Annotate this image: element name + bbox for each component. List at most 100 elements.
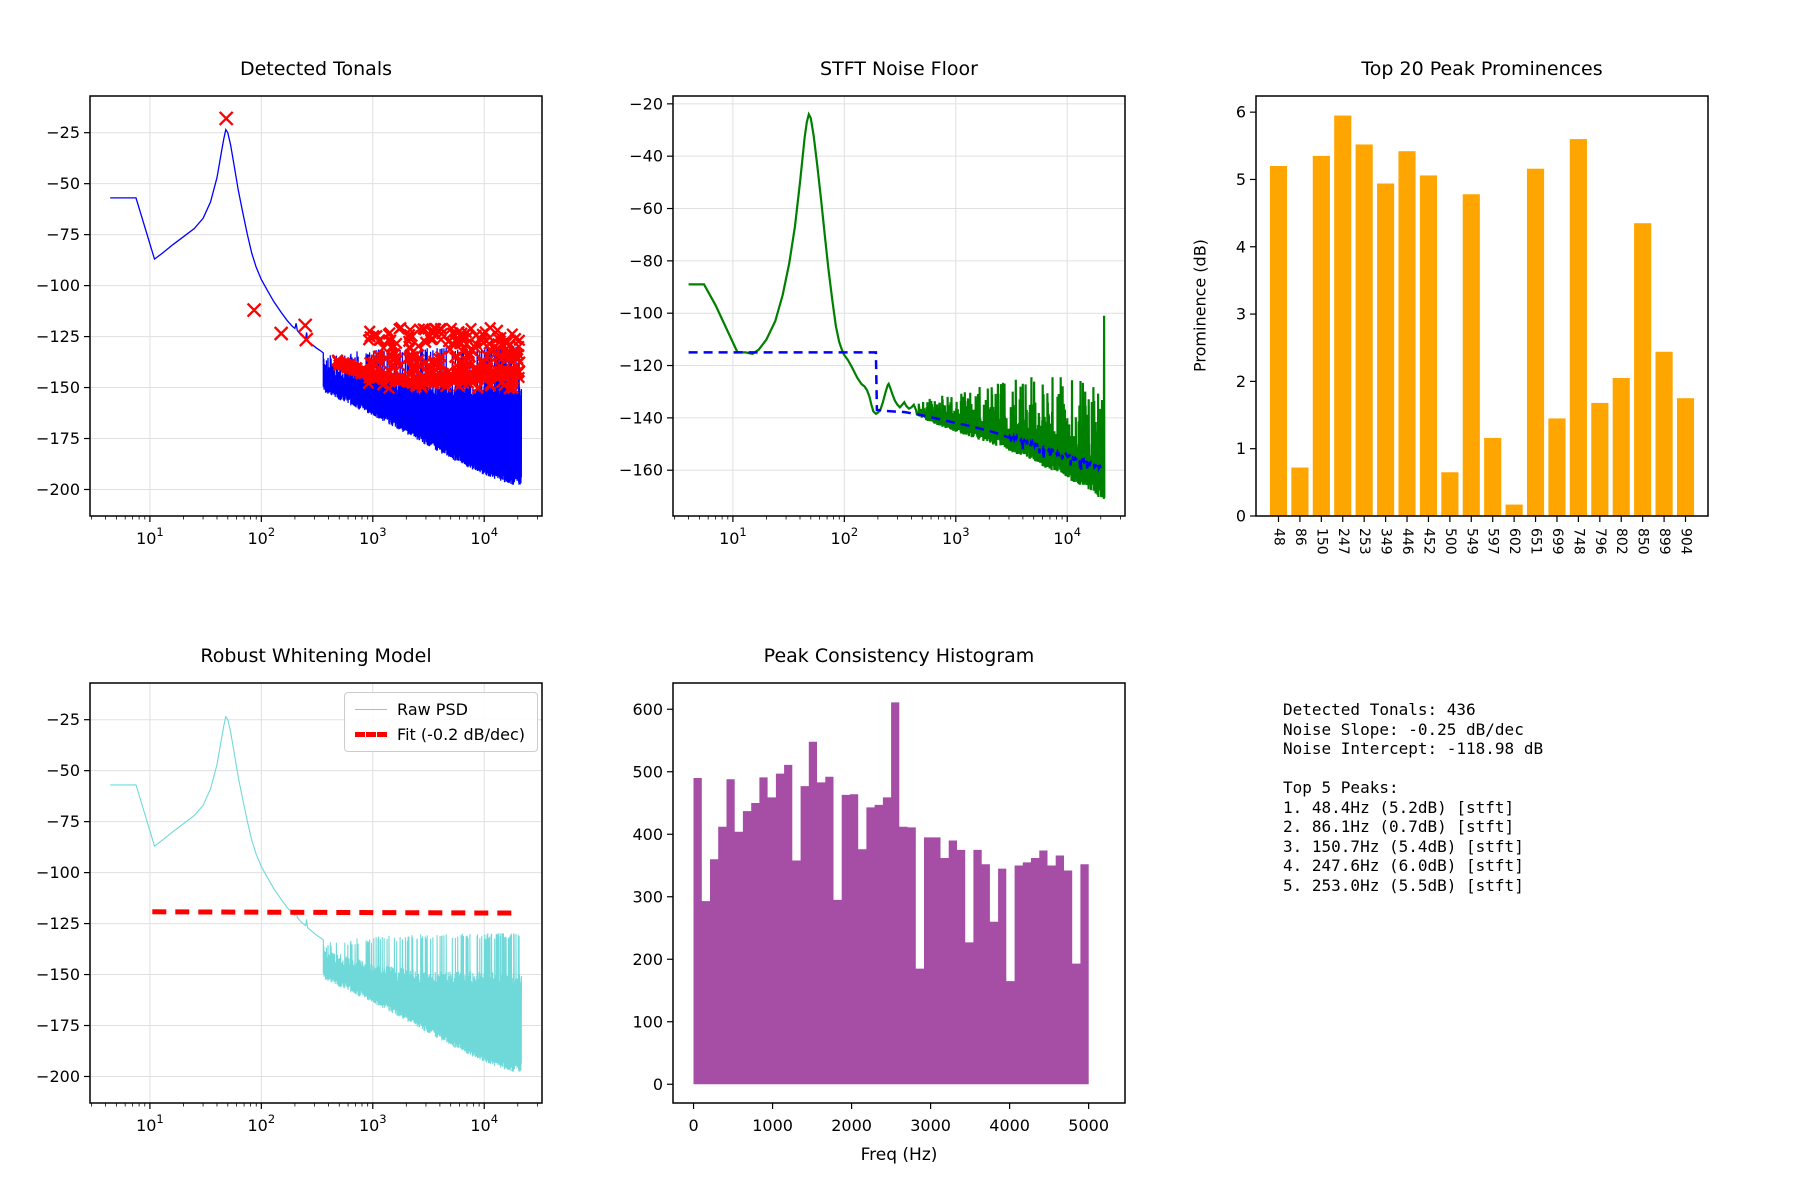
prominence-bar	[1377, 183, 1395, 516]
legend-entry-fit: Fit (-0.2 dB/dec)	[355, 725, 525, 744]
bar-x-tick-label: 899	[1656, 528, 1672, 555]
bar-x-tick-label: 500	[1442, 528, 1458, 555]
y-tick-label: 6	[1236, 103, 1246, 122]
bar-x-tick-label: 850	[1635, 528, 1651, 555]
bar-x-tick-label: 446	[1399, 528, 1415, 555]
stats-line: 2. 86.1Hz (0.7dB) [stft]	[1283, 817, 1515, 836]
prominence-bar	[1312, 155, 1330, 516]
x-tick-label: 104	[1053, 525, 1081, 548]
y-tick-label: −75	[46, 225, 80, 244]
prominence-bar	[1612, 378, 1630, 516]
y-tick-label: 1	[1236, 439, 1246, 458]
y-tick-label: −150	[36, 378, 80, 397]
y-tick-label: −125	[36, 914, 80, 933]
axes-spines	[89, 95, 543, 517]
x-tick-label: 101	[136, 1112, 164, 1135]
y-tick-label: 3	[1236, 305, 1246, 324]
prominence-bar	[1334, 115, 1352, 517]
y-tick-label: 100	[632, 1012, 663, 1031]
x-tick-label: 4000	[989, 1116, 1030, 1135]
prominence-bar	[1355, 144, 1373, 516]
y-tick-label: −175	[36, 429, 80, 448]
x-tick-label: 101	[719, 525, 747, 548]
x-tick-label: 102	[248, 1112, 276, 1135]
legend-label-fit: Fit (-0.2 dB/dec)	[397, 725, 525, 744]
stats-line	[1283, 759, 1543, 779]
bar-x-tick-label: 86	[1292, 528, 1308, 546]
stats-line: 3. 150.7Hz (5.4dB) [stft]	[1283, 836, 1524, 856]
x-tick-label: 0	[688, 1116, 698, 1135]
x-tick-label: 3000	[910, 1116, 951, 1135]
prominence-bar	[1441, 472, 1459, 516]
x-tick-label: 103	[359, 525, 387, 548]
y-tick-label: 5	[1236, 170, 1246, 189]
y-tick-label: −100	[36, 276, 80, 295]
bar-x-tick-label: 651	[1528, 528, 1544, 555]
prominence-bar	[1419, 175, 1438, 516]
bar-x-tick-label: 796	[1592, 528, 1608, 555]
prominence-bar	[1398, 151, 1416, 516]
y-tick-label: −60	[629, 199, 663, 218]
bar-x-tick-label: 748	[1570, 528, 1586, 555]
x-tick-label: 103	[942, 525, 970, 548]
y-tick-label: −125	[36, 327, 80, 346]
axes-spines	[672, 682, 1126, 1104]
prominence-bar	[1676, 398, 1695, 516]
stats-line: Top 5 Peaks:	[1283, 778, 1399, 797]
bar-x-tick-label: 699	[1549, 528, 1565, 555]
axes-spines	[89, 682, 543, 1104]
tonal-x-markers	[218, 111, 526, 395]
prominence-bar	[1548, 418, 1566, 516]
y-tick-label: 200	[632, 950, 663, 969]
plot-title-whitening-model: Robust Whitening Model	[200, 645, 432, 667]
x-tick-label: 101	[136, 525, 164, 548]
bar-x-tick-label: 802	[1613, 528, 1629, 555]
bar-x-tick-label: 452	[1420, 528, 1436, 555]
y-tick-label: −120	[619, 356, 663, 375]
noise-model-line	[688, 351, 1106, 473]
prominence-bar	[1591, 402, 1609, 516]
axes-spines	[672, 95, 1126, 517]
stats-line: Noise Intercept: -118.98 dB	[1283, 739, 1544, 758]
y-tick-label: 0	[1236, 507, 1246, 526]
bar-x-tick-label: 48	[1270, 528, 1286, 546]
y-tick-label: −50	[46, 174, 80, 193]
y-tick-label: −100	[36, 863, 80, 882]
psd-line	[110, 127, 523, 485]
fit-line	[152, 909, 521, 916]
stats-panel: Detected Tonals: 436 Noise Slope: -0.25 d…	[1283, 700, 1543, 895]
plot-title-peak-prominences: Top 20 Peak Prominences	[1361, 58, 1603, 80]
y-tick-label: −175	[36, 1016, 80, 1035]
y-tick-label: −140	[619, 408, 663, 427]
prominence-bar	[1462, 194, 1480, 516]
plot-title-detected-tonals: Detected Tonals	[239, 58, 392, 80]
bar-x-tick-label: 597	[1485, 528, 1501, 555]
y-tick-label: −150	[36, 965, 80, 984]
plot-title-peak-histogram: Peak Consistency Histogram	[763, 645, 1035, 667]
prominence-bar	[1569, 139, 1587, 517]
prominence-bar	[1526, 168, 1545, 516]
x-axis-label-freq: Freq (Hz)	[860, 1145, 938, 1165]
y-tick-label: −160	[619, 461, 663, 480]
prominence-bar	[1655, 351, 1673, 516]
x-tick-label: 103	[359, 1112, 387, 1135]
bar-x-tick-label: 150	[1313, 528, 1329, 555]
bar-x-tick-label: 904	[1678, 528, 1694, 555]
stats-line: 4. 247.6Hz (6.0dB) [stft]	[1283, 856, 1524, 875]
y-axis-label-prominence: Prominence (dB)	[1190, 239, 1210, 372]
legend-entry-raw-psd: Raw PSD	[355, 700, 525, 719]
raw-psd-line-swatch	[355, 709, 388, 710]
y-tick-label: 400	[632, 825, 663, 844]
y-tick-label: 600	[632, 700, 663, 719]
x-tick-label: 104	[470, 1112, 498, 1135]
stats-line: Noise Slope: -0.25 dB/dec	[1283, 719, 1524, 739]
x-tick-label: 102	[831, 525, 859, 548]
bar-x-tick-label: 253	[1356, 528, 1372, 555]
x-tick-label: 1000	[752, 1116, 793, 1135]
y-tick-label: −80	[629, 251, 663, 270]
x-tick-label: 104	[470, 525, 498, 548]
prominence-bar	[1484, 437, 1502, 516]
y-tick-label: 4	[1236, 237, 1246, 256]
histogram-bars	[693, 702, 1089, 1085]
